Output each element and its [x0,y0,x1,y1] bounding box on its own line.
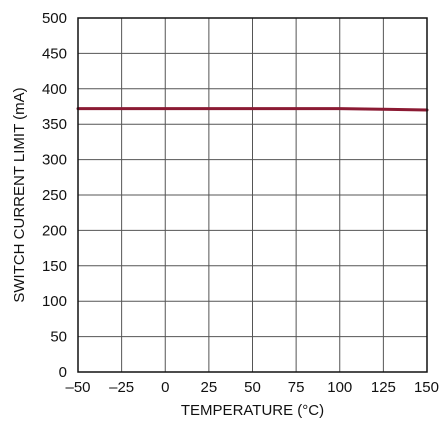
x-tick-label: 125 [371,379,396,396]
plot-frame [77,17,428,373]
x-tick-label: –50 [65,379,90,396]
series-line [76,107,429,112]
x-tick-label: 100 [327,379,352,396]
y-tick-labels: 0 50 100 150 200 250 300 350 400 450 500 [42,10,67,381]
y-tick-label: 500 [42,10,67,27]
y-tick-label: 100 [42,293,67,310]
y-tick-label: 150 [42,258,67,275]
y-tick-label: 400 [42,81,67,98]
x-tick-label: 25 [201,379,218,396]
y-tick-label: 200 [42,222,67,239]
y-axis-title: SWITCH CURRENT LIMIT (mA) [11,87,28,302]
x-axis-title: TEMPERATURE (°C) [181,402,324,419]
x-tick-label: 50 [244,379,261,396]
x-tick-label: 75 [288,379,305,396]
y-tick-label: 50 [50,329,67,346]
y-tick-label: 250 [42,187,67,204]
x-tick-label: –25 [109,379,134,396]
x-tick-labels: –50 –25 0 25 50 75 100 125 150 [65,379,439,396]
y-tick-label: 450 [42,45,67,62]
y-tick-label: 300 [42,152,67,169]
x-tick-label: 0 [161,379,169,396]
y-tick-label: 350 [42,116,67,133]
y-tick-label: 0 [59,364,67,381]
grid [77,17,428,373]
x-tick-label: 150 [414,379,439,396]
series-layer [76,107,429,112]
